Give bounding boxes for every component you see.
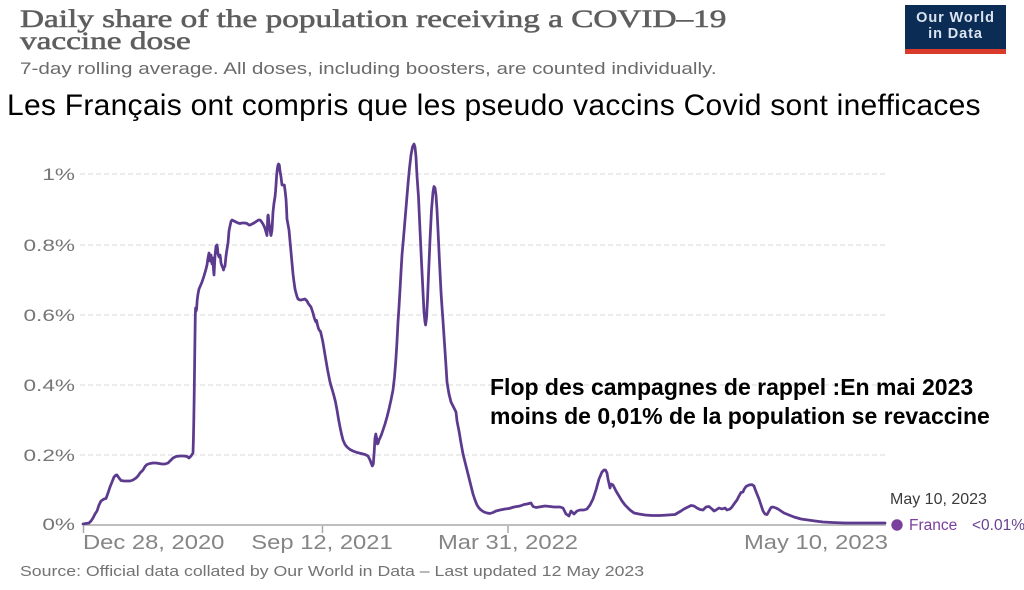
svg-text:<0.01%: <0.01% bbox=[972, 517, 1024, 534]
svg-text:Dec 28, 2020: Dec 28, 2020 bbox=[83, 531, 224, 554]
svg-text:moins de 0,01% de la populatio: moins de 0,01% de la population se revac… bbox=[490, 403, 990, 429]
svg-text:Sep 12, 2021: Sep 12, 2021 bbox=[251, 531, 392, 554]
svg-text:May 10, 2023: May 10, 2023 bbox=[890, 491, 987, 508]
svg-text:0%: 0% bbox=[42, 516, 75, 535]
svg-text:May 10, 2023: May 10, 2023 bbox=[744, 531, 888, 554]
svg-text:France: France bbox=[909, 517, 957, 534]
svg-text:Flop des campagnes de rappel :: Flop des campagnes de rappel :En mai 202… bbox=[490, 374, 973, 400]
svg-text:1%: 1% bbox=[42, 166, 75, 185]
svg-text:0.2%: 0.2% bbox=[23, 447, 75, 466]
svg-text:0.4%: 0.4% bbox=[23, 377, 75, 396]
svg-text:0.8%: 0.8% bbox=[23, 237, 75, 256]
svg-text:0.6%: 0.6% bbox=[23, 307, 75, 326]
svg-text:Mar 31, 2022: Mar 31, 2022 bbox=[438, 531, 578, 554]
